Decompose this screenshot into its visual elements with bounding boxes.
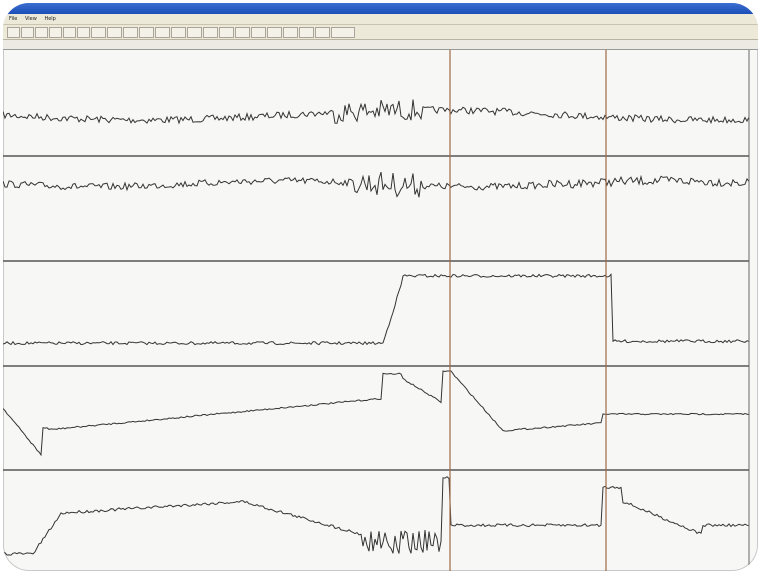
toolbar-button-2[interactable]: [21, 27, 34, 38]
toolbar-button-4[interactable]: [49, 27, 62, 38]
title-bar: [3, 3, 758, 14]
channel-dividers: [3, 155, 749, 471]
menu-help[interactable]: Help: [44, 16, 56, 22]
toolbar-button-7[interactable]: [91, 27, 106, 38]
toolbar-button-3[interactable]: [35, 27, 48, 38]
toolbar-button-1[interactable]: [7, 27, 20, 38]
menu-file[interactable]: File: [9, 16, 18, 22]
channel-traces: [3, 99, 750, 556]
toolbar: [3, 25, 758, 40]
toolbar-button-5[interactable]: [63, 27, 76, 38]
toolbar-button-19[interactable]: [283, 27, 298, 38]
toolbar-button-13[interactable]: [187, 27, 202, 38]
channel-5-trace: [3, 476, 750, 556]
toolbar-button-17[interactable]: [251, 27, 266, 38]
channel-1-trace: [3, 99, 750, 125]
toolbar-button-15[interactable]: [219, 27, 234, 38]
toolbar-button-14[interactable]: [203, 27, 218, 38]
toolbar-button-16[interactable]: [235, 27, 250, 38]
toolbar-button-11[interactable]: [155, 27, 170, 38]
app-window: File View Help: [3, 3, 758, 571]
menu-view[interactable]: View: [24, 16, 37, 22]
channel-3-trace: [3, 273, 750, 346]
toolbar-button-18[interactable]: [267, 27, 282, 38]
toolbar-button-22[interactable]: [331, 27, 355, 38]
toolbar-button-12[interactable]: [171, 27, 186, 38]
toolbar-button-6[interactable]: [77, 27, 90, 38]
toolbar-button-8[interactable]: [107, 27, 122, 38]
toolbar-button-20[interactable]: [299, 27, 314, 38]
toolbar-button-10[interactable]: [139, 27, 154, 38]
toolbar-button-21[interactable]: [315, 27, 330, 38]
channel-2-trace: [3, 171, 750, 198]
info-bar: [3, 40, 758, 50]
toolbar-button-9[interactable]: [123, 27, 138, 38]
menu-bar: File View Help: [3, 14, 758, 25]
waveform-plot[interactable]: [3, 3, 758, 571]
channel-4-trace: [3, 370, 750, 457]
time-markers[interactable]: [449, 50, 607, 571]
